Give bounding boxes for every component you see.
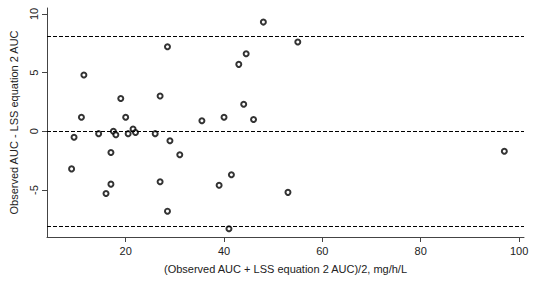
- svg-text:0: 0: [28, 128, 40, 134]
- svg-text:5: 5: [28, 70, 40, 76]
- svg-text:80: 80: [415, 245, 427, 257]
- svg-text:Observed AUC - LSS equation 2: Observed AUC - LSS equation 2 AUC: [8, 30, 20, 214]
- svg-text:100: 100: [510, 245, 528, 257]
- svg-text:60: 60: [316, 245, 328, 257]
- svg-text:(Observed AUC + LSS equation 2: (Observed AUC + LSS equation 2 AUC)/2, m…: [164, 263, 407, 275]
- svg-text:10: 10: [28, 8, 40, 20]
- svg-text:-5: -5: [28, 185, 40, 195]
- svg-text:40: 40: [218, 245, 230, 257]
- svg-text:20: 20: [120, 245, 132, 257]
